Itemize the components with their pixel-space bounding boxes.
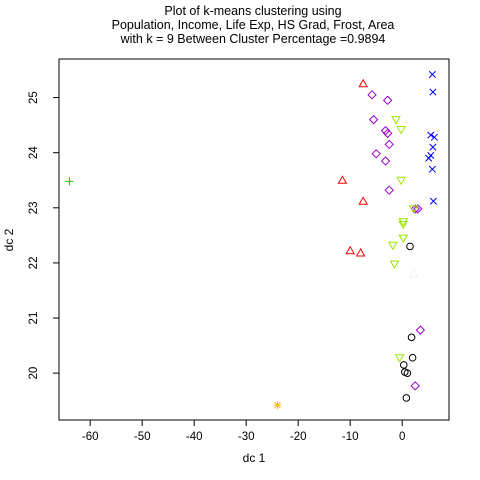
- data-point: [371, 149, 381, 159]
- data-point: [398, 218, 409, 227]
- y-tick-label: 22: [28, 257, 40, 270]
- y-tick-label: 24: [28, 146, 40, 159]
- y-tick-label: 23: [28, 201, 40, 214]
- x-tick-label: -10: [342, 431, 359, 443]
- x-tick-label: -40: [186, 431, 203, 443]
- data-point: [382, 128, 393, 139]
- data-point: [384, 185, 394, 195]
- data-point: [65, 177, 74, 186]
- data-point: [355, 247, 366, 257]
- data-point: [408, 205, 419, 214]
- plot-frame: [58, 58, 450, 421]
- x-tick-label: -20: [290, 431, 307, 443]
- data-point: [380, 156, 391, 166]
- chart-title-line-3: with k = 9 Between Cluster Percentage =0…: [120, 32, 386, 46]
- data-point: [367, 90, 377, 100]
- data-point: [273, 401, 282, 410]
- data-point: [345, 245, 356, 255]
- data-point: [358, 196, 369, 205]
- data-point: [358, 78, 369, 88]
- x-axis: -60 -50 -40 -30 -20 -10 0: [82, 419, 405, 443]
- data-point: [413, 204, 423, 214]
- data-point: [430, 133, 438, 141]
- data-point: [406, 242, 414, 251]
- data-point: [391, 116, 401, 125]
- data-point: [428, 165, 436, 173]
- data-point: [415, 325, 426, 335]
- data-point: [425, 154, 433, 162]
- y-axis: 20 21 22 23 24 25: [28, 91, 60, 380]
- data-point: [407, 333, 416, 342]
- data-point: [399, 361, 408, 369]
- data-point: [402, 394, 411, 402]
- data-point: [403, 369, 412, 377]
- y-axis-label: dc 2: [2, 228, 16, 251]
- data-point: [398, 234, 409, 244]
- data-point: [408, 268, 419, 278]
- data-point: [387, 241, 398, 251]
- data-point: [337, 175, 348, 184]
- data-point: [428, 70, 436, 78]
- data-point: [429, 143, 437, 151]
- data-point: [398, 220, 409, 230]
- x-tick-label: -60: [82, 431, 99, 443]
- data-point: [410, 381, 420, 391]
- data-point: [394, 354, 405, 363]
- y-tick-label: 25: [28, 91, 40, 104]
- data-point: [382, 95, 393, 106]
- x-axis-label: dc 1: [243, 451, 266, 465]
- y-tick-label: 20: [28, 367, 40, 380]
- data-point: [396, 176, 407, 186]
- data-points: [65, 70, 438, 410]
- y-tick-label: 21: [28, 312, 40, 325]
- data-point: [427, 131, 435, 139]
- data-point: [396, 126, 407, 135]
- x-tick-label: 0: [399, 431, 405, 443]
- x-tick-label: -50: [134, 431, 151, 443]
- chart-title-line-1: Plot of k-means clustering using: [164, 4, 341, 18]
- data-point: [368, 114, 379, 125]
- data-point: [408, 353, 417, 362]
- data-point: [429, 88, 437, 96]
- chart-title-line-2: Population, Income, Life Exp, HS Grad, F…: [112, 18, 395, 32]
- data-point: [384, 139, 394, 150]
- data-point: [410, 204, 420, 214]
- data-point: [389, 260, 400, 270]
- x-tick-label: -30: [238, 431, 255, 443]
- data-point: [429, 197, 437, 205]
